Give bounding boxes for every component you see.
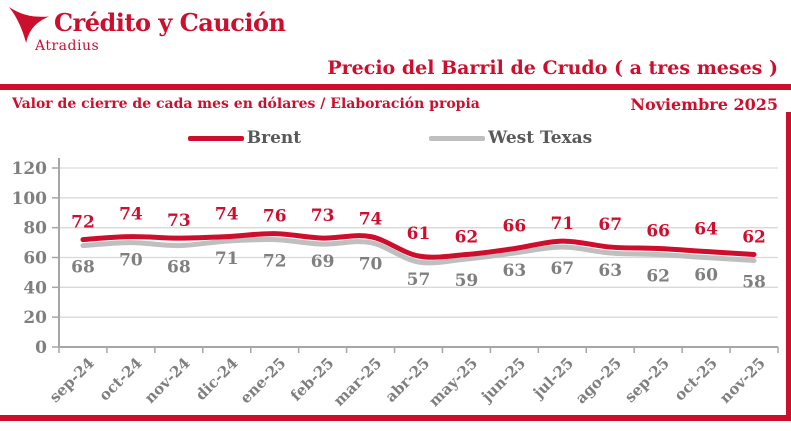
x-tick-label: nov-24 [141,354,194,407]
brand-name: Crédito y Caución [54,8,286,37]
bottom-divider-rule [0,415,791,421]
brent-value-label: 61 [407,224,431,244]
x-tick-label: mar-25 [330,354,386,410]
y-tick-label: 0 [35,338,47,358]
brent-value-label: 62 [455,228,479,248]
west-texas-value-label: 68 [71,258,95,278]
brent-value-label: 62 [742,228,766,248]
chart-legend: Brent West Texas [0,128,780,148]
x-tick-label: jun-25 [477,354,530,407]
y-tick-label: 60 [23,249,47,269]
x-tick-label: jul-25 [528,354,577,403]
x-tick-label: oct-25 [671,354,721,404]
west-texas-value-label: 72 [263,252,287,272]
top-divider-rule [0,84,791,90]
brent-value-label: 74 [119,205,143,225]
x-tick-label: oct-24 [95,354,145,404]
west-texas-value-label: 68 [167,258,191,278]
chart-subtitle: Valor de cierre de cada mes en dólares /… [12,96,480,112]
y-tick-label: 100 [12,189,48,209]
brent-value-label: 64 [694,220,718,240]
brent-value-label: 66 [646,222,670,242]
west-texas-value-label: 62 [646,267,670,287]
brent-value-label: 76 [263,207,287,227]
x-tick-label: ene-25 [236,354,289,407]
brent-line [80,231,757,260]
line-chart: 0 20 40 60 80 100 120 sep-24 oct-24 nov-24 dic-24 e… [0,150,791,414]
west-texas-value-label: 70 [119,251,143,271]
west-texas-value-label: 69 [311,252,335,272]
west-texas-line-swatch [429,135,486,141]
brand-subname: Atradius [35,38,100,54]
x-tick-label: dic-24 [192,354,242,404]
legend-label-brent: Brent [246,128,302,148]
x-tick-label: sep-24 [46,354,98,406]
x-axis [58,346,779,353]
brent-value-label: 73 [167,211,191,231]
y-tick-label: 120 [12,159,48,179]
line-chart-svg: 0 20 40 60 80 100 120 sep-24oct-24nov-24dic-24e… [12,158,779,410]
y-tick-label: 40 [23,278,47,298]
y-axis: 0 20 40 60 80 100 120 [12,158,60,358]
x-tick-label: ago-25 [572,354,625,407]
x-tick-label: nov-25 [716,354,769,407]
west-texas-value-label: 59 [455,271,479,291]
west-texas-value-label: 67 [550,259,574,279]
brent-value-label: 74 [359,210,383,230]
y-tick-label: 80 [23,219,47,239]
west-texas-value-label: 70 [359,255,383,275]
west-texas-value-label: 60 [694,266,718,286]
legend-label-west-texas: West Texas [488,128,593,148]
brent-line-swatch [187,135,244,141]
x-tick-label: sep-25 [621,354,673,406]
west-texas-line [80,236,757,266]
legend-item-west-texas: West Texas [429,128,592,148]
brent-value-label: 72 [71,213,95,233]
x-tick-label: may-25 [425,354,481,410]
west-texas-value-label: 58 [742,272,766,292]
report-date: Noviembre 2025 [630,95,778,114]
x-axis-labels: sep-24oct-24nov-24dic-24ene-25feb-25mar-… [46,354,769,410]
brent-value-label: 71 [550,214,574,234]
y-tick-label: 20 [23,308,47,328]
west-texas-value-label: 63 [503,261,527,281]
west-texas-value-label: 57 [407,270,431,290]
brand-logo: Crédito y Caución Atradius [8,4,308,56]
legend-item-brent: Brent [187,128,302,148]
brent-value-label: 66 [503,217,527,237]
page-title: Precio del Barril de Crudo ( a tres mese… [327,57,778,79]
west-texas-value-label: 63 [598,261,622,281]
west-texas-value-label: 71 [215,249,239,269]
brent-value-label: 67 [598,215,622,235]
brent-value-label: 73 [311,206,335,226]
brent-value-label: 74 [215,205,239,225]
data-labels: 72 74 73 74 76 73 74 61 62 66 71 67 66 64 62 68 70 68 71 72… [71,205,766,293]
brand-mark-icon [9,6,49,44]
right-accent-strip [786,112,791,421]
